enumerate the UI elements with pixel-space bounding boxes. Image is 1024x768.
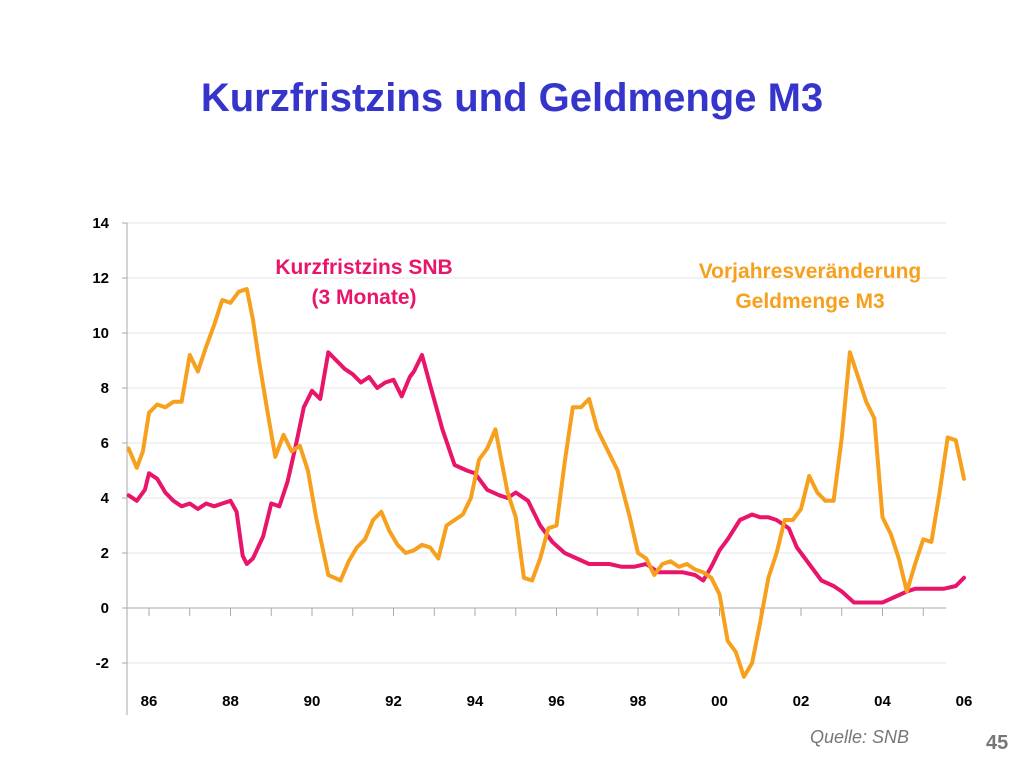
y-tick-label: 12 (92, 270, 109, 287)
x-tick-labels: 86 88 90 92 94 96 98 00 02 04 06 (141, 693, 973, 710)
y-tick-label: -2 (96, 655, 109, 672)
series-line-short-term-rate (126, 350, 966, 605)
x-tick-label: 06 (956, 693, 973, 710)
x-tick-label: 92 (385, 693, 402, 710)
y-tick-label: 0 (101, 600, 109, 617)
series-layer (126, 287, 966, 679)
x-tick-label: 02 (793, 693, 810, 710)
series-line-m3-growth (126, 287, 966, 679)
x-tick-label: 90 (304, 693, 321, 710)
x-tick-label: 86 (141, 693, 158, 710)
y-tick-label: 14 (92, 215, 109, 232)
legend-label-m3-line-2: Geldmenge M3 (735, 290, 885, 313)
x-tick-label: 98 (630, 693, 647, 710)
legend-label-short-term-rate: Kurzfristzins SNB (3 Monate) (244, 253, 484, 313)
y-tick-label: 10 (92, 325, 109, 342)
y-tick-label: 2 (101, 545, 109, 562)
x-tick-label: 00 (711, 693, 728, 710)
y-tick-label: 6 (101, 435, 109, 452)
x-tick-label: 04 (874, 693, 891, 710)
x-tick-label: 96 (548, 693, 565, 710)
source-note: Quelle: SNB (810, 727, 910, 747)
y-tick-labels: 14 12 10 8 6 4 2 0 -2 (92, 215, 109, 672)
legend-label-m3: Vorjahresveränderung Geldmenge M3 (660, 257, 960, 317)
legend-label-rate-line-2: (3 Monate) (311, 286, 417, 309)
legend-label-m3-line-1: Vorjahresveränderung (698, 260, 922, 283)
x-tick-label: 94 (467, 693, 484, 710)
y-tick-label: 8 (101, 380, 109, 397)
x-tick-label: 88 (222, 693, 239, 710)
page-title: Kurzfristzins und Geldmenge M3 (200, 76, 824, 120)
y-tick-label: 4 (101, 490, 110, 507)
page-number: 45 (986, 732, 1009, 754)
legend-label-rate-line-1: Kurzfristzins SNB (275, 256, 453, 279)
